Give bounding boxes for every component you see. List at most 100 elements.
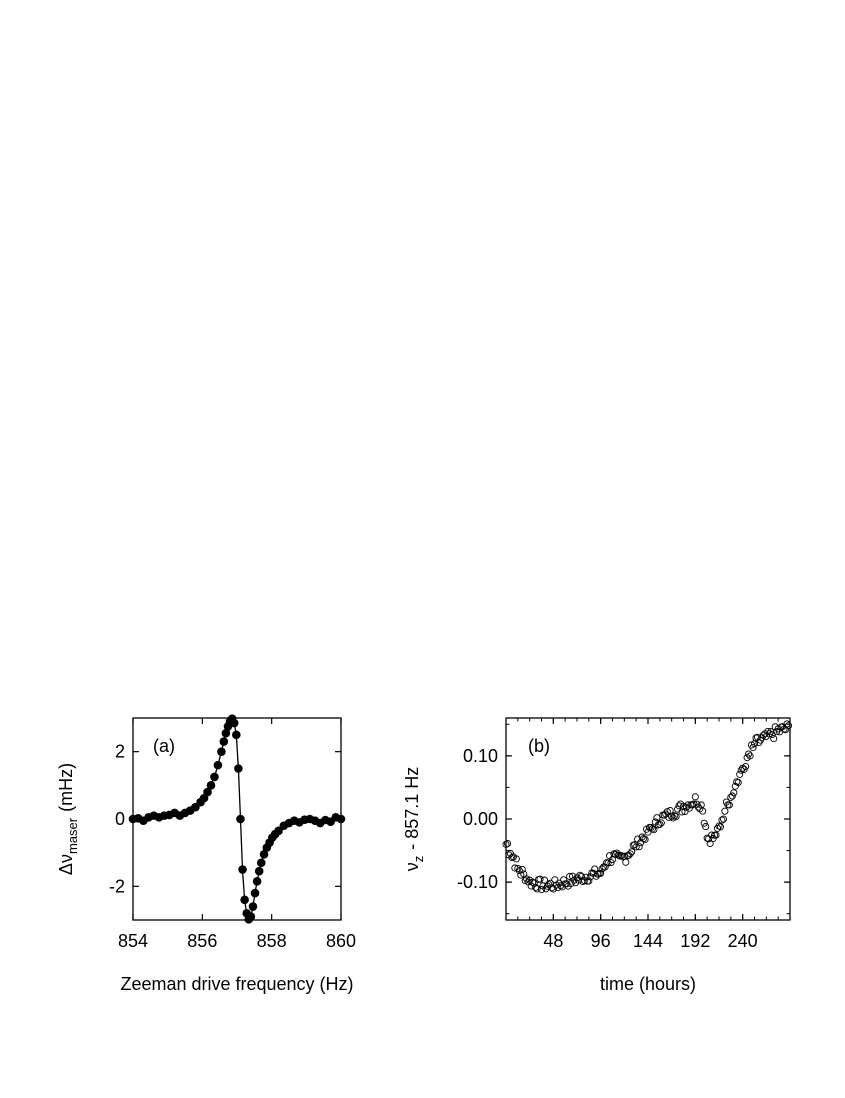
data-point	[770, 735, 778, 743]
data-point	[742, 762, 750, 771]
y-tick-label: -2	[109, 876, 125, 896]
data-point	[203, 787, 212, 797]
x-tick-label: 240	[728, 931, 758, 951]
data-point	[657, 819, 665, 827]
data-point	[248, 902, 258, 911]
y-tick-label: 0	[115, 809, 125, 829]
data-point	[536, 875, 544, 883]
data-point	[240, 895, 249, 905]
y-tick-label: 2	[115, 742, 125, 762]
data-point	[640, 835, 648, 843]
data-point	[784, 722, 793, 730]
data-point	[725, 801, 733, 809]
x-axis-title: time (hours)	[600, 974, 696, 994]
y-tick-label: -0.10	[457, 872, 498, 892]
data-point	[502, 840, 510, 848]
data-point	[221, 728, 231, 738]
data-point	[537, 886, 546, 894]
data-point	[745, 750, 753, 758]
data-point	[585, 877, 593, 885]
data-point	[675, 802, 683, 810]
data-point	[718, 816, 726, 824]
x-tick-label: 96	[591, 931, 611, 951]
panel-label: (b)	[528, 736, 550, 756]
x-tick-label: 860	[326, 931, 356, 951]
data-point	[256, 858, 266, 868]
data-point	[672, 813, 680, 821]
data-point	[551, 876, 559, 884]
data-point	[566, 872, 574, 881]
data-point	[529, 878, 537, 886]
y-axis-symbol: ν	[402, 862, 422, 871]
data-point	[246, 912, 256, 921]
data-point	[721, 807, 729, 815]
data-point	[238, 865, 247, 874]
data-point	[232, 730, 241, 740]
data-point	[210, 772, 219, 782]
data-point	[656, 820, 664, 828]
data-point	[681, 807, 689, 816]
data-point	[641, 835, 649, 843]
data-point	[668, 812, 676, 821]
data-point	[622, 858, 630, 866]
data-point	[626, 850, 634, 858]
data-point	[569, 872, 577, 880]
x-axis-title: Zeeman drive frequency (Hz)	[120, 974, 353, 994]
data-point	[628, 848, 636, 856]
x-tick-label: 854	[118, 931, 148, 951]
data-point	[503, 840, 512, 848]
data-point	[254, 866, 264, 876]
data-point	[727, 793, 735, 801]
data-point	[719, 815, 727, 823]
data-point	[533, 885, 541, 893]
data-point	[699, 807, 707, 815]
data-point	[708, 831, 716, 839]
data-point	[229, 718, 239, 728]
data-point	[749, 743, 757, 752]
y-axis-subscript: z	[411, 856, 426, 863]
data-point	[715, 822, 723, 830]
y-axis-unit: - 857.1 Hz	[402, 767, 422, 850]
data-point	[515, 866, 523, 875]
data-point	[650, 826, 658, 834]
data-point	[691, 793, 699, 801]
data-point	[736, 770, 744, 778]
panel-label: (a)	[153, 736, 175, 756]
data-point	[580, 876, 588, 885]
y-axis-subscript: maser	[65, 817, 80, 854]
data-point	[591, 865, 599, 873]
data-point	[213, 760, 223, 770]
x-tick-label: 48	[543, 931, 563, 951]
data-point	[532, 883, 540, 891]
y-axis-symbol: Δν	[56, 854, 76, 875]
data-point	[604, 859, 612, 867]
data-point	[635, 843, 643, 851]
y-axis-title: νz - 857.1 Hz	[402, 767, 426, 872]
y-axis-unit: (mHz)	[56, 763, 76, 812]
data-point	[653, 814, 661, 822]
x-tick-label: 856	[187, 931, 217, 951]
data-point	[737, 766, 745, 774]
x-tick-label: 192	[680, 931, 710, 951]
data-point	[518, 865, 526, 874]
data-point	[336, 814, 346, 824]
data-point	[259, 850, 269, 859]
data-point	[783, 720, 791, 728]
data-point	[252, 876, 262, 886]
data-point	[219, 737, 229, 746]
x-tick-label: 144	[633, 931, 663, 951]
data-point	[514, 864, 522, 873]
y-tick-label: 0.00	[463, 809, 498, 829]
y-tick-label: 0.10	[463, 746, 498, 766]
data-point	[234, 764, 243, 773]
y-axis-title: Δνmaser (mHz)	[56, 763, 80, 875]
panel-b: 48 96 144 192 240 -0.10 0.00 0.10 (b) time (hours…	[402, 717, 793, 994]
data-point	[730, 789, 738, 797]
data-point	[206, 781, 216, 790]
data-point	[632, 843, 640, 851]
data-point	[712, 831, 720, 839]
data-point	[765, 730, 773, 738]
data-point	[530, 879, 538, 887]
